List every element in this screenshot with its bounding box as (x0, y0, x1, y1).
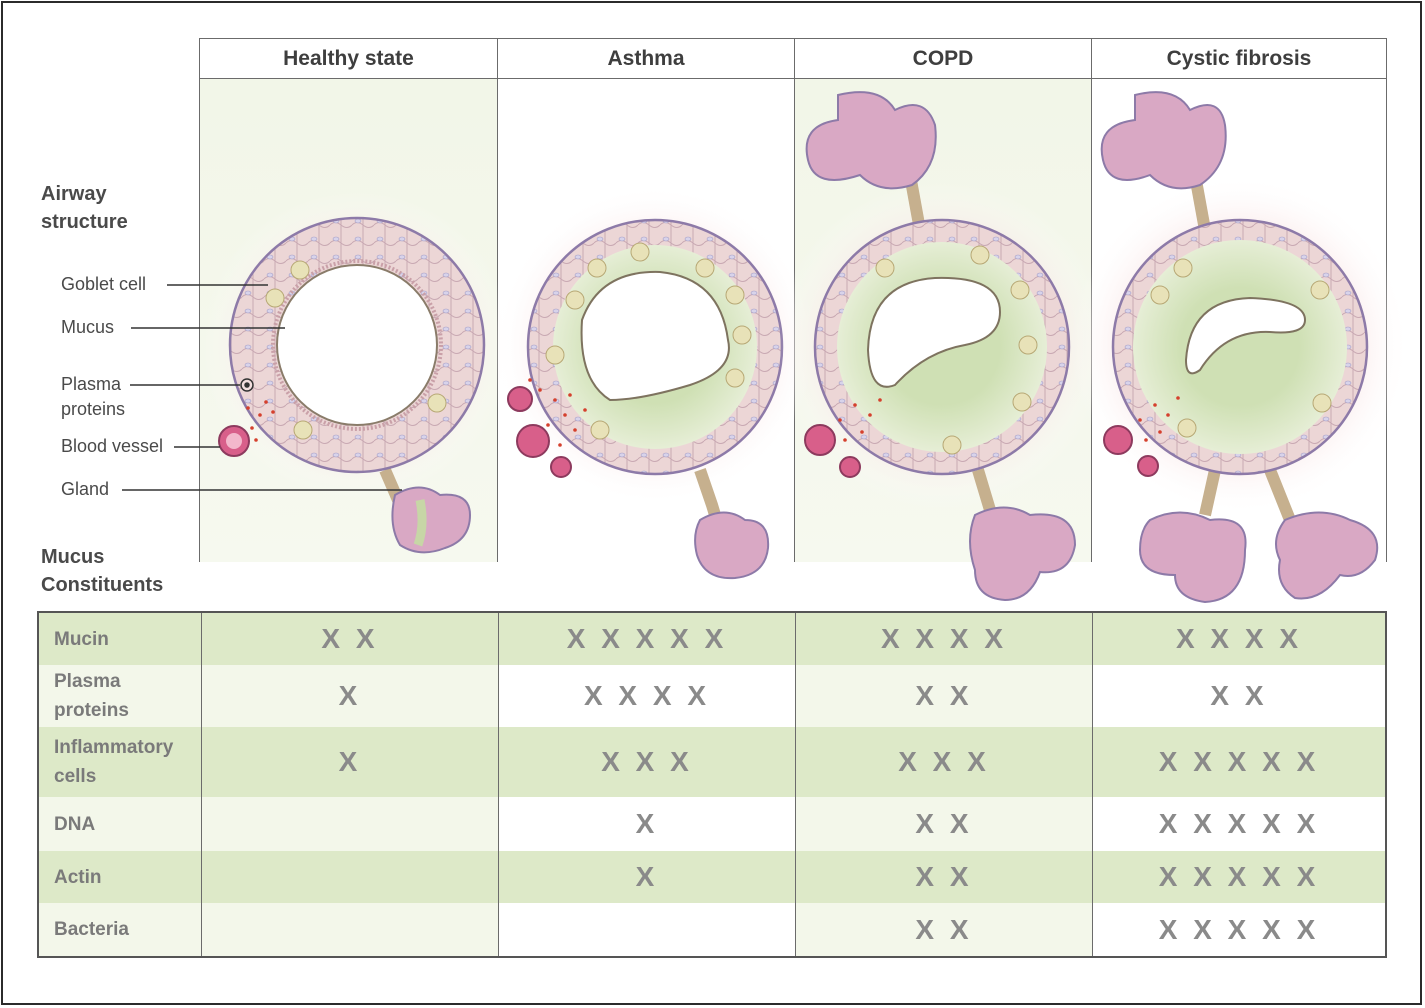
cell-copd: X X (795, 851, 1092, 903)
cell-asthma: X X X X X (498, 613, 795, 665)
cell-asthma: X X X X (498, 665, 795, 727)
cell-healthy: X X (201, 613, 498, 665)
annotation-gland: Gland (61, 479, 110, 499)
panel-cystic-fibrosis (1091, 79, 1387, 562)
column-header-asthma: Asthma (497, 38, 795, 79)
table-row: Bacteria X X X X X X X (39, 903, 1385, 956)
cell-cystic-fibrosis: X X X X X (1092, 851, 1385, 903)
row-label: Bacteria (54, 919, 129, 940)
column-header-copd: COPD (794, 38, 1092, 79)
panel-healthy (199, 79, 497, 562)
annotation-blood-vessel: Blood vessel (61, 436, 164, 456)
cell-cystic-fibrosis: X X X X (1092, 613, 1385, 665)
panel-copd (794, 79, 1091, 562)
table-row: Mucin X X X X X X X X X X X X X X X (39, 613, 1385, 665)
cell-copd: X X (795, 903, 1092, 956)
cell-copd: X X X (795, 727, 1092, 797)
annotation-plasma-proteins: Plasma proteins (61, 374, 126, 419)
cell-healthy: X (201, 727, 498, 797)
annotation-mucus: Mucus (61, 317, 115, 337)
cell-copd: X X (795, 665, 1092, 727)
row-label: Plasma proteins (54, 671, 129, 721)
annotation-goblet-cell: Goblet cell (61, 274, 147, 294)
table-row: Inflammatory cells X X X X X X X X X X X… (39, 727, 1385, 797)
column-header-cystic-fibrosis: Cystic fibrosis (1091, 38, 1387, 79)
mucus-constituents-table: Mucin X X X X X X X X X X X X X X X Plas… (37, 611, 1387, 958)
column-header-healthy: Healthy state (199, 38, 498, 79)
row-label: Inflammatory cells (54, 737, 174, 787)
cell-asthma: X (498, 797, 795, 851)
label-mucus-constituents: Mucus Constituents (41, 546, 164, 596)
cell-copd: X X X X (795, 613, 1092, 665)
cell-healthy (201, 797, 498, 851)
label-airway-structure: Airway structure (41, 183, 128, 233)
cell-cystic-fibrosis: X X X X X (1092, 903, 1385, 956)
table-row: DNA X X X X X X X X (39, 797, 1385, 851)
cell-cystic-fibrosis: X X X X X (1092, 797, 1385, 851)
cell-cystic-fibrosis: X X X X X (1092, 727, 1385, 797)
cell-healthy: X (201, 665, 498, 727)
cell-cystic-fibrosis: X X (1092, 665, 1385, 727)
cell-healthy (201, 903, 498, 956)
cell-healthy (201, 851, 498, 903)
row-label: Mucin (54, 628, 109, 650)
table-row: Actin X X X X X X X X (39, 851, 1385, 903)
panel-asthma (497, 79, 794, 562)
table-row: Plasma proteins X X X X X X X X X (39, 665, 1385, 727)
cell-asthma (498, 903, 795, 956)
cell-asthma: X X X (498, 727, 795, 797)
row-label: DNA (54, 813, 96, 835)
row-label: Actin (54, 866, 102, 888)
cell-copd: X X (795, 797, 1092, 851)
cell-asthma: X (498, 851, 795, 903)
